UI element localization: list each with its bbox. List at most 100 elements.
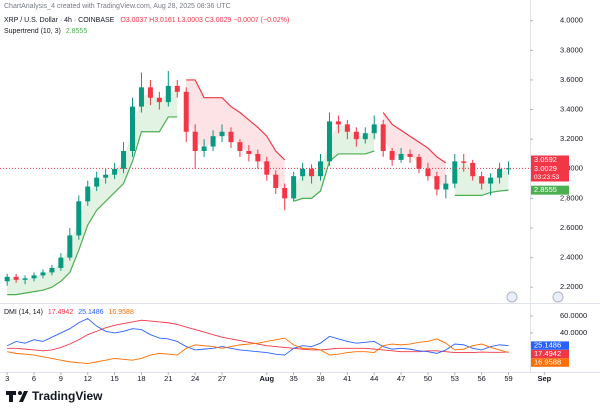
candle-body: [443, 183, 449, 190]
y-tick-label: 3.2000: [560, 134, 583, 143]
candle-body: [76, 201, 82, 236]
candle-body: [58, 257, 64, 268]
countdown-box: [531, 173, 569, 182]
candle-body: [174, 85, 180, 92]
dmi-legend-value: 16.9588: [109, 309, 134, 316]
candle-body: [300, 168, 306, 177]
brand: TradingView: [32, 389, 103, 403]
candle-body: [156, 97, 162, 103]
candle-body: [147, 87, 153, 98]
x-tick-label: 3: [5, 374, 9, 383]
candle-body: [246, 151, 252, 154]
candle-body: [13, 276, 19, 280]
y-tick-label: 2.8000: [560, 193, 583, 202]
candle-body: [264, 161, 270, 175]
created-note: ChartAnalysis_4 created with TradingView…: [4, 3, 231, 10]
y-tick-label: 3.8000: [560, 45, 583, 54]
dmi-value-label: 16.9588: [534, 358, 561, 367]
candle-body: [22, 278, 28, 280]
candle-body: [497, 168, 503, 178]
dmi-legend-value: 17.4942: [48, 309, 73, 316]
candle-body: [282, 188, 288, 199]
supertrend-fill: [186, 79, 285, 194]
candle-body: [407, 153, 413, 157]
candle-body: [479, 176, 485, 184]
x-tick-label: 50: [424, 374, 432, 383]
supertrend-fill: [293, 122, 375, 202]
candle-body: [31, 275, 37, 279]
candle-body: [362, 133, 368, 140]
candle-body: [273, 174, 279, 189]
price-marker-label: 3.0592: [534, 155, 557, 164]
dmi-line: [7, 337, 509, 365]
supertrend-line: [186, 79, 286, 161]
y-tick-label: 60.0000: [560, 311, 587, 320]
supertrend-line: [382, 112, 447, 164]
x-tick-label: 9: [59, 374, 63, 383]
symbol: XRP / U.S. Dollar · 4h · COINBASE: [4, 17, 115, 24]
candle-body: [255, 153, 261, 162]
x-tick-label: Sep: [537, 374, 551, 383]
y-tick-label: 3.0000: [560, 164, 583, 173]
candle-body: [192, 131, 198, 151]
candle-body: [371, 124, 377, 134]
y-tick-label: 40.0000: [560, 328, 587, 337]
supertrend-line: [7, 116, 178, 296]
candle-body: [4, 276, 10, 282]
candle-body: [94, 177, 100, 187]
candle-body: [380, 124, 386, 151]
dmi-legend-value: 25.1486: [78, 309, 103, 316]
dmi-value-marker: [531, 341, 569, 350]
supertrend-value: 2.8555: [66, 28, 88, 35]
candle-body: [425, 168, 431, 177]
x-tick-label: 24: [191, 374, 199, 383]
candle-body: [318, 161, 324, 177]
x-tick-label: 6: [32, 374, 36, 383]
x-tick-label: 12: [84, 374, 92, 383]
dmi-value-label: 17.4942: [534, 349, 561, 358]
price-marker: [531, 164, 569, 174]
x-tick-label: 15: [110, 374, 118, 383]
candle-body: [416, 156, 422, 169]
dmi-value-marker: [531, 358, 569, 367]
candle-body: [40, 272, 46, 276]
ohlc: O3.0037 H3.0161 L3.0003 C3.0029 −0.0007 …: [120, 17, 289, 24]
plot-area: [0, 71, 530, 365]
price-marker: [531, 155, 569, 165]
candle-body: [506, 168, 512, 170]
candle-body: [67, 235, 73, 258]
candle-body: [344, 124, 350, 132]
x-tick-label: 53: [451, 374, 459, 383]
y-tick-label: 3.4000: [560, 105, 583, 114]
x-tick-label: 27: [218, 374, 226, 383]
candle-body: [434, 176, 440, 190]
flag-icons: [506, 291, 564, 303]
candle-body: [228, 131, 234, 143]
y-tick-label: 2.6000: [560, 223, 583, 232]
candle-body: [112, 168, 118, 175]
x-tick-label: 41: [343, 374, 351, 383]
candle-body: [353, 131, 359, 140]
supertrend-line: [454, 189, 509, 197]
price-marker-label: 3.0029: [534, 164, 557, 173]
x-tick-label: 18: [137, 374, 145, 383]
x-tick-label: 21: [164, 374, 172, 383]
dmi-value-label: 25.1486: [534, 341, 561, 350]
supertrend-fill: [454, 162, 509, 196]
candle-body: [183, 91, 189, 132]
price-marker-label: 2.8555: [534, 185, 557, 194]
candle-body: [165, 85, 171, 103]
candle-body: [201, 146, 207, 151]
dmi-line: [6, 317, 509, 356]
x-tick-label: 44: [370, 374, 378, 383]
price-marker: [531, 185, 569, 195]
y-tick-label: 4.0000: [560, 16, 583, 25]
y-tick-label: 2.2000: [560, 282, 583, 291]
supertrend-line: [293, 150, 375, 202]
x-tick-label: 35: [289, 374, 297, 383]
candle-body: [398, 153, 404, 160]
candle-body: [138, 87, 144, 107]
candle-body: [335, 121, 341, 125]
candle-body: [326, 121, 332, 162]
